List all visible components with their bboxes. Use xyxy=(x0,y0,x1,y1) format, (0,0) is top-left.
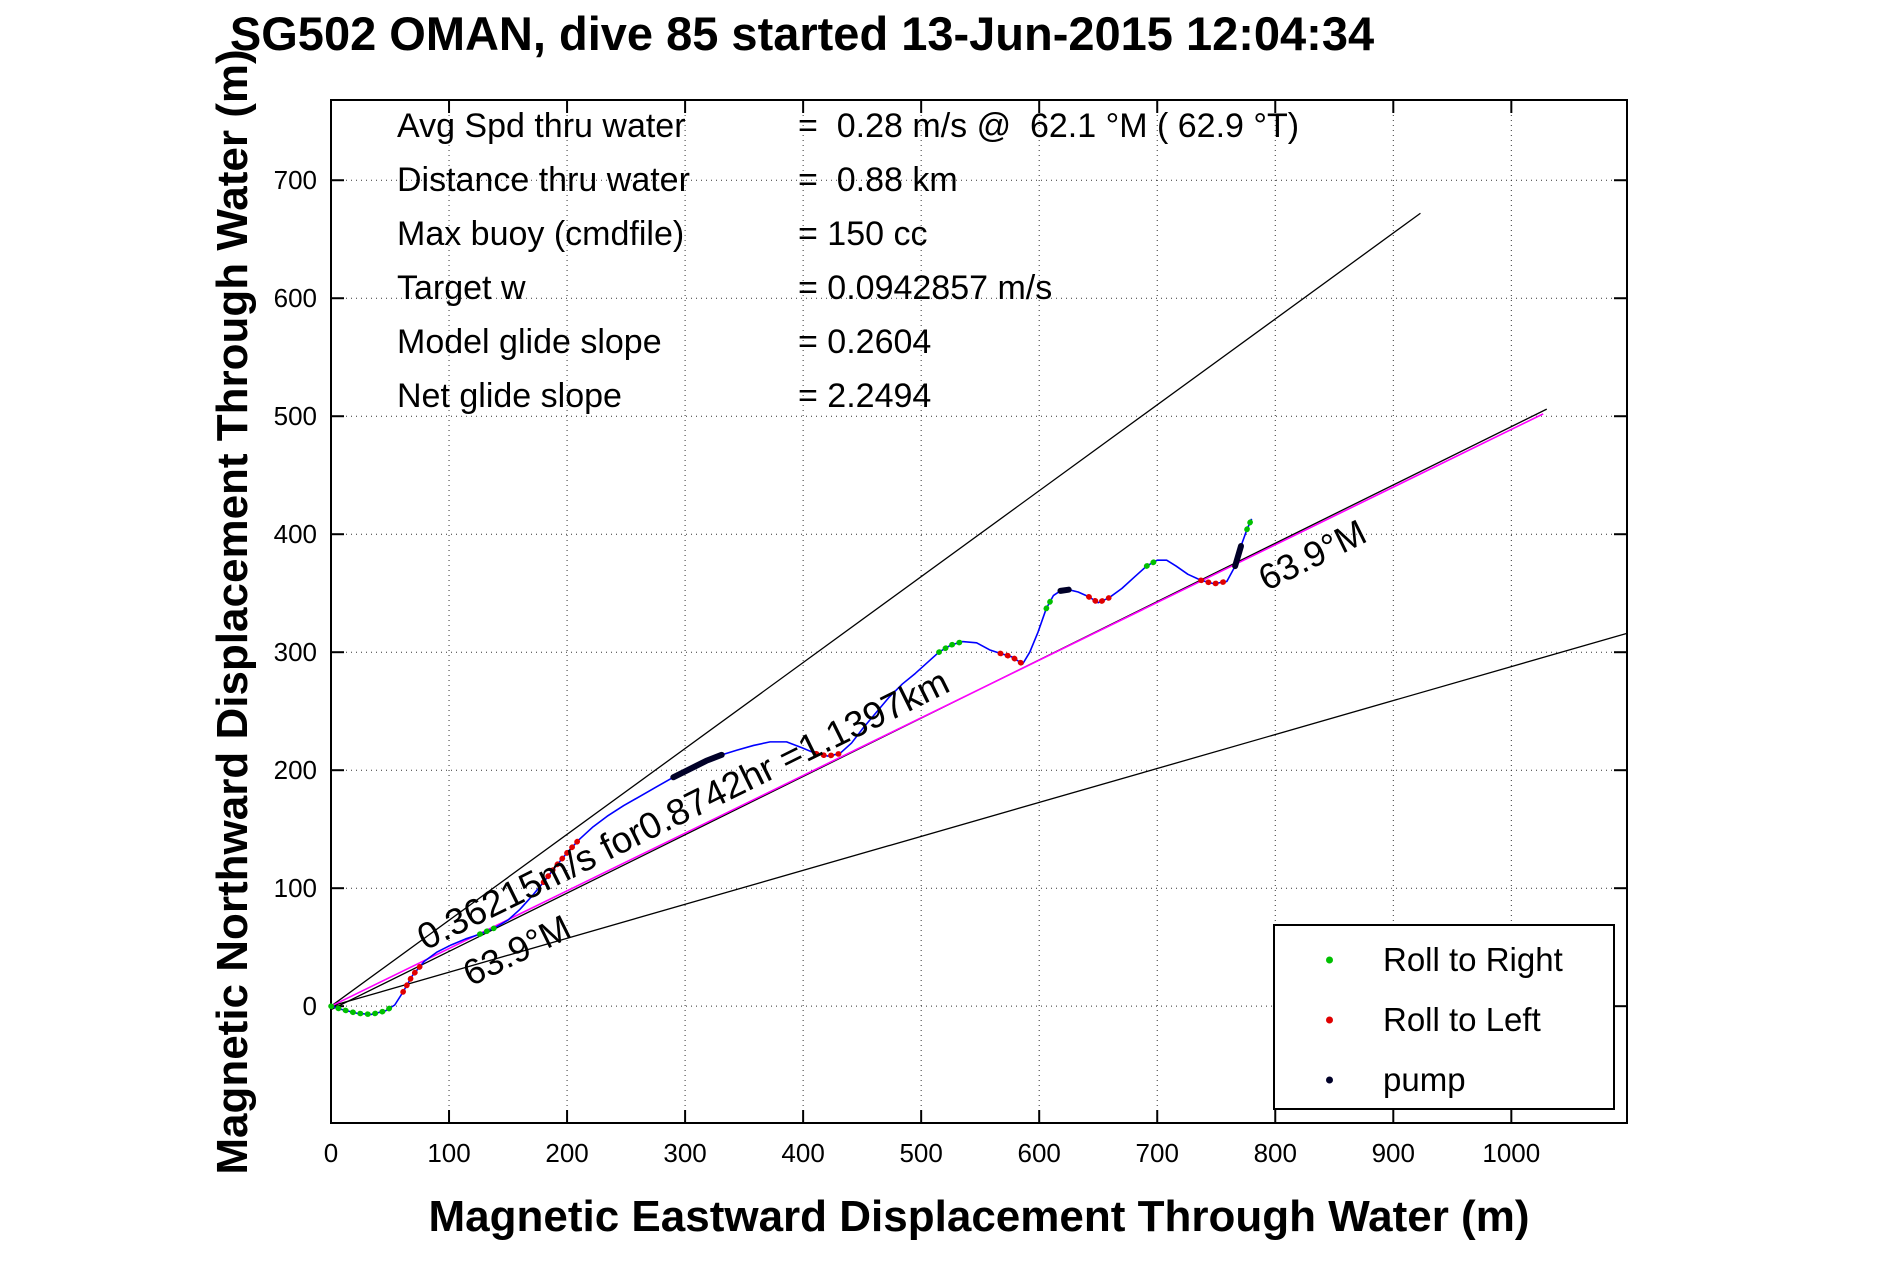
displacement-vector-magenta-line xyxy=(330,413,1544,1007)
x-tick-label: 300 xyxy=(663,1138,706,1168)
segment-roll-left xyxy=(400,958,427,995)
segment-roll-left xyxy=(997,650,1026,667)
stat-value: = 0.0942857 m/s xyxy=(798,269,1053,307)
legend-marker-dot-icon xyxy=(1326,1076,1333,1084)
legend-label: pump xyxy=(1383,1061,1466,1098)
x-tick-label: 600 xyxy=(1018,1138,1061,1168)
legend-row: Roll to Right xyxy=(1275,930,1613,990)
y-tick-label: 500 xyxy=(274,401,317,431)
segment-pump xyxy=(1057,586,1072,594)
legend-row: Roll to Left xyxy=(1275,990,1613,1050)
stat-label: Avg Spd thru water xyxy=(397,107,686,145)
course-upper-bound-line xyxy=(330,212,1421,1007)
axes-box xyxy=(330,99,1628,1124)
y-tick-label: 300 xyxy=(274,637,317,667)
x-tick-label: 800 xyxy=(1254,1138,1297,1168)
segment-roll-right xyxy=(936,638,966,655)
legend-label: Roll to Left xyxy=(1383,1001,1541,1038)
segment-roll-right xyxy=(1244,516,1255,533)
course-lower-bound-line xyxy=(330,632,1628,1007)
x-tick-label: 500 xyxy=(899,1138,942,1168)
stat-value: = 2.2494 xyxy=(798,377,932,415)
stat-label: Distance thru water xyxy=(397,161,690,199)
segment-roll-left xyxy=(813,750,843,759)
x-tick-label: 200 xyxy=(545,1138,588,1168)
legend-label: Roll to Right xyxy=(1383,941,1563,978)
stat-value: = 0.2604 xyxy=(798,323,932,361)
y-tick-label: 0 xyxy=(303,991,317,1021)
x-tick-label: 1000 xyxy=(1482,1138,1540,1168)
x-tick-label: 0 xyxy=(324,1138,338,1168)
figure-title: SG502 OMAN, dive 85 started 13-Jun-2015 … xyxy=(229,7,1375,60)
segment-roll-left xyxy=(540,837,582,886)
segment-roll-right xyxy=(1043,592,1057,612)
segment-pump xyxy=(670,751,725,781)
stat-label: Model glide slope xyxy=(397,323,662,361)
stat-label: Net glide slope xyxy=(397,377,622,415)
legend: Roll to Right Roll to Left pump xyxy=(1273,924,1615,1110)
annotation-text: 0.36215m/s for0.8742hr =1.1397km xyxy=(411,661,956,958)
stat-value: = 0.28 m/s @ 62.1 °M ( 62.9 °T) xyxy=(798,107,1300,145)
segment-roll-right xyxy=(328,1002,398,1018)
x-tick-label: 100 xyxy=(427,1138,470,1168)
annotation-text: 63.9°M xyxy=(1252,511,1373,598)
x-tick-label: 900 xyxy=(1372,1138,1415,1168)
segment-roll-left xyxy=(1198,577,1230,587)
y-tick-label: 700 xyxy=(274,165,317,195)
stat-value: = 0.88 km xyxy=(798,161,958,199)
x-tick-label: 700 xyxy=(1136,1138,1179,1168)
legend-row: pump xyxy=(1275,1050,1613,1110)
segment-pump xyxy=(1232,543,1245,570)
stat-value: = 150 cc xyxy=(798,215,928,253)
legend-marker-dot-icon xyxy=(1326,1016,1333,1024)
x-tick-label: 400 xyxy=(781,1138,824,1168)
y-tick-label: 600 xyxy=(274,283,317,313)
y-tick-label: 400 xyxy=(274,519,317,549)
y-axis-label: Magnetic Northward Displacement Through … xyxy=(208,49,257,1175)
y-tick-label: 200 xyxy=(274,755,317,785)
stat-label: Max buoy (cmdfile) xyxy=(397,215,685,253)
segment-roll-right xyxy=(476,925,497,937)
x-axis-label: Magnetic Eastward Displacement Through W… xyxy=(428,1192,1530,1241)
segment-roll-right xyxy=(1143,557,1160,569)
y-tick-label: 100 xyxy=(274,873,317,903)
stat-label: Target w xyxy=(397,269,526,307)
legend-marker-dot-icon xyxy=(1326,956,1333,964)
